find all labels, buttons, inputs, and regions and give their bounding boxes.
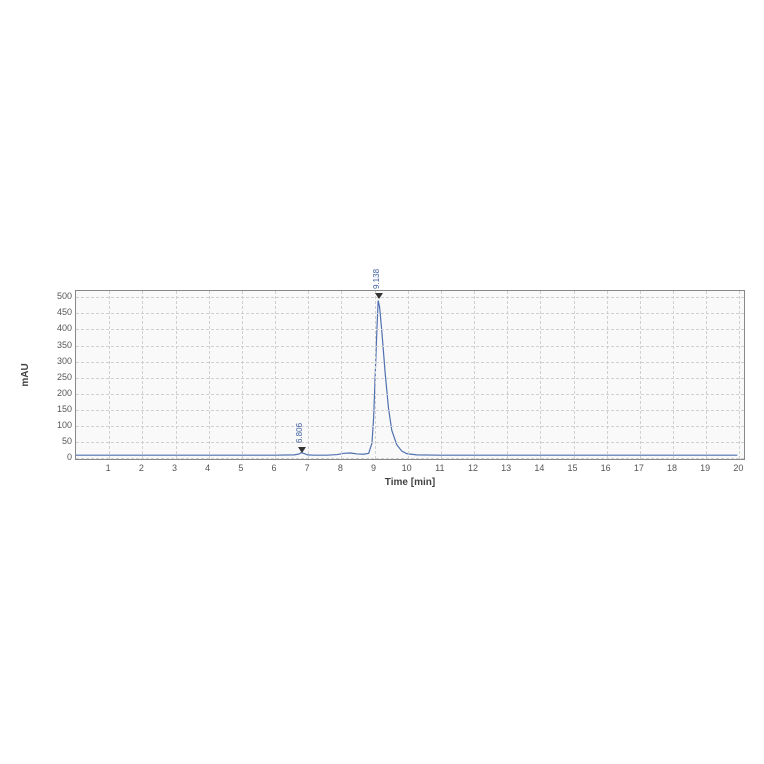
grid-line-v: [375, 291, 376, 459]
chromatogram-chart: mAU Time [min] 6.8069.138 05010015020025…: [20, 285, 750, 510]
grid-line-v: [408, 291, 409, 459]
x-tick-label: 8: [330, 463, 350, 473]
grid-line-v: [640, 291, 641, 459]
y-tick-label: 500: [42, 291, 72, 301]
x-tick-label: 6: [264, 463, 284, 473]
x-tick-label: 13: [496, 463, 516, 473]
x-tick-label: 19: [695, 463, 715, 473]
y-tick-label: 50: [42, 436, 72, 446]
peak-label: 9.138: [372, 269, 381, 289]
y-tick-label: 200: [42, 388, 72, 398]
y-tick-label: 450: [42, 307, 72, 317]
y-tick-label: 300: [42, 356, 72, 366]
grid-line-v: [574, 291, 575, 459]
grid-line-v: [540, 291, 541, 459]
plot-area: 6.8069.138: [75, 290, 745, 460]
grid-line-v: [242, 291, 243, 459]
y-tick-label: 100: [42, 420, 72, 430]
x-tick-label: 16: [596, 463, 616, 473]
grid-line-v: [209, 291, 210, 459]
grid-line-v: [176, 291, 177, 459]
grid-line-v: [474, 291, 475, 459]
x-tick-label: 17: [629, 463, 649, 473]
grid-line-v: [739, 291, 740, 459]
x-tick-label: 4: [198, 463, 218, 473]
x-tick-label: 10: [397, 463, 417, 473]
x-tick-label: 12: [463, 463, 483, 473]
x-tick-label: 9: [364, 463, 384, 473]
y-tick-label: 350: [42, 340, 72, 350]
grid-line-v: [507, 291, 508, 459]
peak-marker: [375, 293, 383, 299]
x-tick-label: 15: [563, 463, 583, 473]
y-tick-label: 150: [42, 404, 72, 414]
y-tick-label: 400: [42, 323, 72, 333]
x-tick-label: 1: [98, 463, 118, 473]
x-tick-label: 18: [662, 463, 682, 473]
x-tick-label: 7: [297, 463, 317, 473]
y-tick-label: 0: [42, 452, 72, 462]
x-tick-label: 5: [231, 463, 251, 473]
grid-line-v: [275, 291, 276, 459]
grid-line-v: [673, 291, 674, 459]
peak-marker: [298, 447, 306, 453]
x-axis-label: Time [min]: [75, 477, 745, 488]
x-tick-label: 2: [131, 463, 151, 473]
grid-line-v: [607, 291, 608, 459]
y-axis-label: mAU: [20, 363, 31, 386]
x-tick-label: 14: [529, 463, 549, 473]
grid-line-v: [706, 291, 707, 459]
grid-line-v: [109, 291, 110, 459]
x-tick-label: 11: [430, 463, 450, 473]
y-tick-label: 250: [42, 372, 72, 382]
x-tick-label: 20: [728, 463, 748, 473]
grid-line-v: [341, 291, 342, 459]
grid-line-v: [142, 291, 143, 459]
grid-line-v: [308, 291, 309, 459]
x-tick-label: 3: [165, 463, 185, 473]
peak-label: 6.806: [295, 423, 304, 443]
grid-line-v: [441, 291, 442, 459]
